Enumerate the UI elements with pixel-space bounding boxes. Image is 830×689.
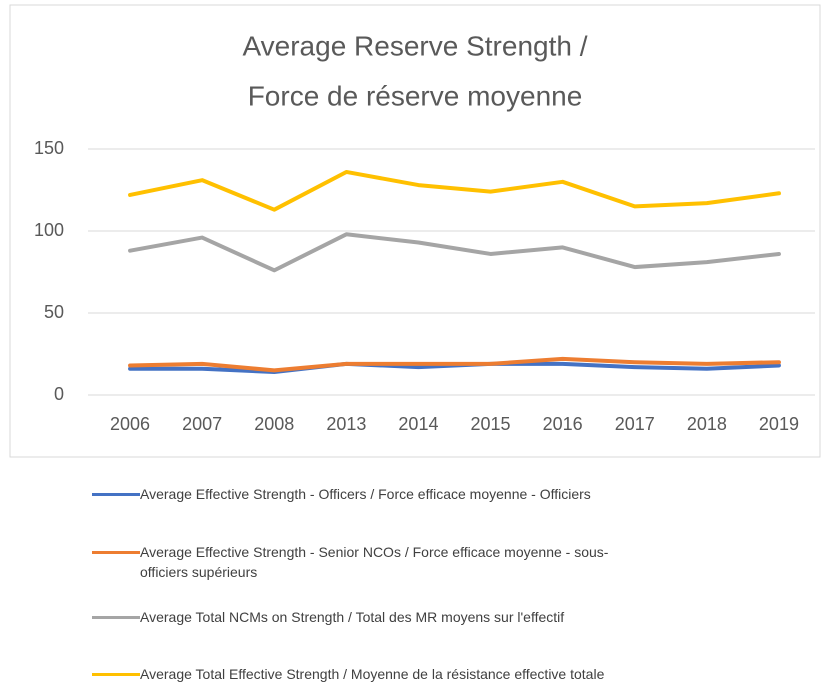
legend-swatch [92, 493, 140, 496]
x-tick-label: 2017 [615, 414, 655, 434]
x-tick-label: 2008 [254, 414, 294, 434]
chart-title: Force de réserve moyenne [248, 80, 583, 111]
y-tick-label: 0 [54, 384, 64, 404]
legend-swatch [92, 673, 140, 676]
x-tick-label: 2014 [398, 414, 438, 434]
x-tick-label: 2019 [759, 414, 799, 434]
x-tick-label: 2018 [687, 414, 727, 434]
legend-swatch [92, 551, 140, 554]
x-tick-label: 2007 [182, 414, 222, 434]
x-tick-label: 2015 [471, 414, 511, 434]
series-line [128, 169, 781, 212]
y-tick-label: 50 [44, 302, 64, 322]
legend-item: Average Effective Strength - Senior NCOs… [92, 542, 732, 582]
legend-label: Average Total NCMs on Strength / Total d… [140, 609, 565, 625]
x-tick-label: 2013 [326, 414, 366, 434]
y-tick-label: 100 [34, 220, 64, 240]
x-tick-label: 2006 [110, 414, 150, 434]
legend-item: Average Total Effective Strength / Moyen… [92, 664, 732, 684]
chart-title: Average Reserve Strength / [242, 30, 587, 61]
legend-swatch [92, 616, 140, 619]
legend-label: Average Effective Strength - Officers / … [140, 486, 591, 502]
series-line [128, 356, 781, 373]
x-tick-label: 2016 [543, 414, 583, 434]
legend-label: Average Total Effective Strength / Moyen… [140, 666, 605, 682]
series-line [128, 232, 781, 273]
legend-label: Average Effective Strength - Senior NCOs… [140, 544, 609, 580]
legend-item: Average Effective Strength - Officers / … [92, 484, 732, 504]
legend-item: Average Total NCMs on Strength / Total d… [92, 607, 732, 627]
y-tick-label: 150 [34, 138, 64, 158]
